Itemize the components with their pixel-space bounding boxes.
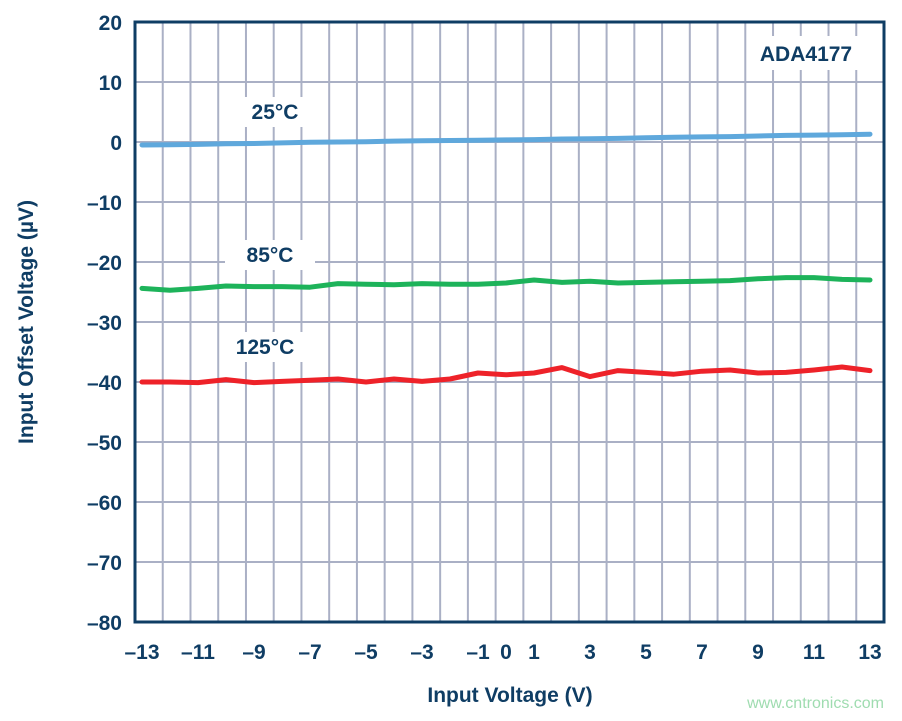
y-tick-label: 0 <box>110 132 122 155</box>
x-axis-label: Input Voltage (V) <box>427 684 592 707</box>
x-tick-label: –5 <box>354 641 378 664</box>
series-line-85c <box>139 275 873 293</box>
series-label: 85°C <box>247 244 294 267</box>
x-tick-label: –13 <box>124 641 159 664</box>
x-tick-label: 5 <box>640 641 652 664</box>
x-tick-labels: –13 –11 –9 –7 –5 –3 –1 0 1 3 5 7 9 11 13 <box>124 641 881 664</box>
series-label-bg <box>230 97 320 127</box>
x-tick-label: –7 <box>298 641 321 664</box>
x-tick-label: 1 <box>528 641 540 664</box>
y-tick-label: –80 <box>87 612 122 635</box>
series-label: 25°C <box>252 101 299 124</box>
watermark: www.cntronics.com <box>747 695 884 712</box>
x-tick-label: 13 <box>858 641 881 664</box>
x-tick-label: –9 <box>242 641 265 664</box>
y-tick-label: –60 <box>87 492 122 515</box>
annotation-bg <box>748 36 866 70</box>
y-axis-label: Input Offset Voltage (µV) <box>15 200 38 444</box>
x-tick-label: –11 <box>181 641 215 664</box>
series-line-25c <box>139 131 873 148</box>
y-tick-label: 20 <box>99 12 122 35</box>
x-tick-label: 3 <box>584 641 596 664</box>
series-label-bg <box>220 332 310 362</box>
x-tick-label: –1 <box>466 641 490 664</box>
y-tick-label: –20 <box>87 252 122 275</box>
y-tick-label: –40 <box>87 372 122 395</box>
y-tick-labels: 20 10 0 –10 –20 –30 –40 –50 –60 –70 –80 <box>87 12 122 635</box>
series-label-bg <box>225 240 315 270</box>
plot-frame <box>133 20 886 624</box>
series-label: 125°C <box>236 336 295 359</box>
series-labels: 25°C 85°C 125°C <box>220 97 320 362</box>
series-line-125c <box>139 364 873 386</box>
x-tick-label: –3 <box>410 641 433 664</box>
x-tick-label: 9 <box>752 641 764 664</box>
y-tick-label: –30 <box>87 312 122 335</box>
series-group <box>139 131 873 386</box>
x-tick-label: 11 <box>803 641 826 664</box>
y-tick-label: 10 <box>99 72 122 95</box>
y-tick-label: –10 <box>87 192 122 215</box>
x-tick-label: 7 <box>696 641 708 664</box>
y-tick-label: –70 <box>87 552 122 575</box>
x-tick-label: 0 <box>500 641 512 664</box>
y-tick-label: –50 <box>87 432 122 455</box>
part-number-annotation: ADA4177 <box>760 43 852 66</box>
